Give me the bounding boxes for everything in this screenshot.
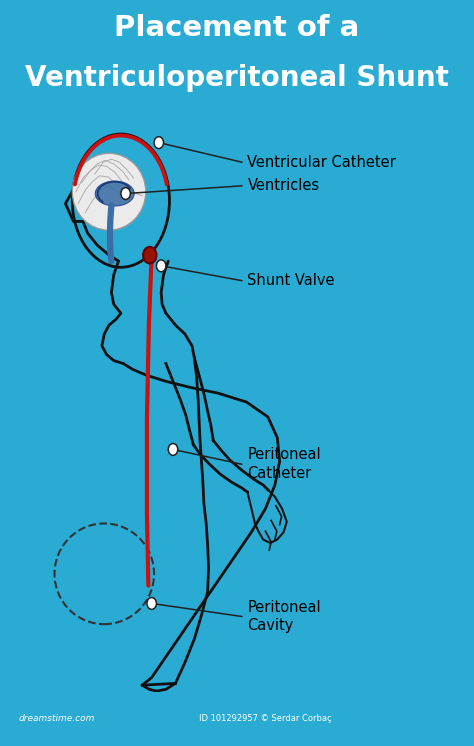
- Text: Peritoneal
Cavity: Peritoneal Cavity: [247, 600, 321, 633]
- Text: Shunt Valve: Shunt Valve: [247, 273, 335, 288]
- Text: ID 101292957 © Serdar Corbaç: ID 101292957 © Serdar Corbaç: [199, 714, 332, 723]
- Circle shape: [147, 598, 156, 609]
- Text: Ventricular Catheter: Ventricular Catheter: [247, 154, 396, 169]
- Text: dreamstime.com: dreamstime.com: [19, 714, 95, 723]
- Text: Ventricles: Ventricles: [247, 178, 319, 193]
- Circle shape: [156, 260, 166, 272]
- Text: Ventriculoperitoneal Shunt: Ventriculoperitoneal Shunt: [25, 64, 449, 92]
- Text: Peritoneal
Catheter: Peritoneal Catheter: [247, 448, 321, 481]
- Text: Placement of a: Placement of a: [114, 14, 360, 42]
- Circle shape: [121, 188, 130, 199]
- Circle shape: [143, 247, 156, 263]
- Ellipse shape: [95, 181, 134, 206]
- Circle shape: [168, 444, 178, 455]
- Circle shape: [154, 137, 164, 148]
- Ellipse shape: [72, 153, 146, 231]
